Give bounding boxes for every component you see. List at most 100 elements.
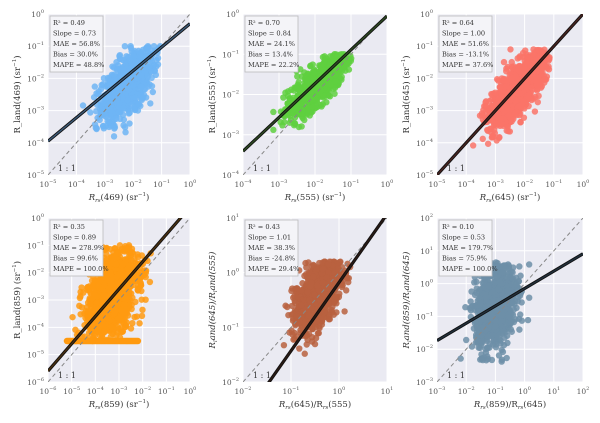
data-point bbox=[108, 323, 115, 331]
data-point bbox=[479, 112, 486, 119]
data-point bbox=[280, 94, 287, 101]
y-tick-label: 10−5 bbox=[27, 350, 44, 360]
data-point bbox=[92, 292, 99, 300]
data-point bbox=[92, 124, 100, 132]
data-point bbox=[293, 312, 300, 320]
data-point bbox=[138, 252, 146, 259]
x-tick-label: 10−4 bbox=[68, 179, 85, 189]
data-point bbox=[344, 274, 351, 282]
plot-content bbox=[243, 14, 387, 175]
data-point bbox=[516, 67, 523, 75]
x-tick-label: 10−4 bbox=[458, 179, 475, 189]
data-point bbox=[101, 292, 108, 299]
data-point bbox=[296, 345, 303, 352]
y-tick-label: 10−2 bbox=[222, 90, 239, 100]
data-point bbox=[319, 101, 327, 108]
one-to-one-line bbox=[48, 14, 190, 175]
data-point bbox=[319, 279, 326, 286]
data-point bbox=[298, 123, 305, 130]
y-tick-label: 10−2 bbox=[27, 268, 44, 278]
stats-line: Bias = -24.8% bbox=[248, 255, 295, 263]
data-point bbox=[132, 58, 139, 66]
y-tick-label: 10−2 bbox=[416, 73, 433, 83]
y-tick-label: 100 bbox=[420, 9, 433, 19]
data-point bbox=[119, 260, 127, 268]
data-point bbox=[84, 308, 92, 315]
y-tick-label: 10−3 bbox=[416, 106, 433, 116]
regression-line bbox=[437, 14, 583, 175]
data-point bbox=[319, 266, 327, 273]
data-point bbox=[298, 302, 305, 309]
data-point bbox=[146, 278, 154, 286]
x-tick-label: 10−3 bbox=[487, 179, 504, 189]
data-point bbox=[153, 56, 160, 64]
data-point bbox=[314, 330, 322, 337]
data-point bbox=[492, 99, 500, 107]
data-point bbox=[134, 287, 142, 294]
data-point bbox=[537, 81, 544, 88]
data-point bbox=[288, 302, 296, 310]
data-point bbox=[111, 71, 118, 78]
data-point bbox=[310, 273, 317, 281]
stats-line: R² = 0.35 bbox=[53, 223, 85, 231]
one-to-one-line bbox=[243, 14, 387, 175]
x-tick-label: 10−5 bbox=[63, 386, 80, 396]
stats-line: MAE = 24.1% bbox=[248, 40, 295, 48]
data-point bbox=[305, 312, 313, 319]
y-tick-label: 10−3 bbox=[27, 106, 44, 116]
data-point bbox=[310, 69, 318, 77]
stats-box-frame bbox=[244, 15, 299, 73]
y-tick-label: 10−2 bbox=[27, 73, 44, 83]
data-point bbox=[120, 66, 128, 73]
data-point bbox=[125, 262, 133, 270]
data-point bbox=[109, 253, 116, 261]
stats-line: Bias = 13.4% bbox=[248, 51, 293, 59]
y-tick-label: 10−3 bbox=[27, 295, 44, 305]
scatter-points bbox=[280, 258, 354, 357]
y-axis-label: R_land(859) (sr−1) bbox=[12, 261, 23, 339]
data-point bbox=[313, 317, 321, 325]
data-point bbox=[325, 260, 332, 268]
data-point bbox=[138, 96, 146, 104]
data-point bbox=[321, 291, 329, 298]
one-to-one-label: 1 : 1 bbox=[58, 164, 76, 173]
data-point bbox=[303, 341, 310, 348]
data-point bbox=[530, 51, 537, 58]
data-point bbox=[135, 101, 142, 108]
one-to-one-label: 1 : 1 bbox=[253, 371, 271, 380]
data-point bbox=[516, 90, 523, 97]
x-tick-label: 10−2 bbox=[235, 386, 252, 396]
y-axis-label: R_land(645) (sr−1) bbox=[401, 55, 412, 133]
y-tick-label: 10−1 bbox=[27, 240, 44, 250]
data-point bbox=[335, 265, 342, 272]
data-point bbox=[138, 72, 145, 79]
y-tick-label: 10−4 bbox=[222, 170, 239, 180]
data-point bbox=[326, 93, 334, 100]
data-point bbox=[505, 127, 512, 135]
data-point bbox=[531, 108, 539, 115]
data-point bbox=[517, 119, 524, 126]
x-tick-label: 100 bbox=[577, 179, 590, 189]
y-tick-label: 10−1 bbox=[27, 41, 44, 51]
data-point bbox=[129, 319, 136, 327]
y-tick-label: 10−4 bbox=[416, 138, 433, 148]
data-point bbox=[137, 48, 145, 56]
data-point bbox=[329, 275, 337, 282]
stats-line: MAE = 51.6% bbox=[442, 40, 489, 48]
data-point bbox=[508, 58, 515, 66]
data-point bbox=[297, 326, 304, 334]
stats-line: MAPE = 29.4% bbox=[248, 265, 299, 273]
data-point bbox=[304, 289, 311, 296]
stats-line: MAE = 56.8% bbox=[53, 40, 100, 48]
y-axis-label: Rland(645)/Rland(555) bbox=[207, 252, 219, 350]
stats-line: MAE = 38.3% bbox=[248, 244, 295, 252]
data-point bbox=[107, 280, 114, 288]
x-axis-label: Rrs(555) (sr−1) bbox=[284, 192, 346, 204]
one-to-one-label: 1 : 1 bbox=[253, 164, 271, 173]
data-point bbox=[514, 55, 521, 62]
one-to-one-line bbox=[48, 218, 190, 382]
